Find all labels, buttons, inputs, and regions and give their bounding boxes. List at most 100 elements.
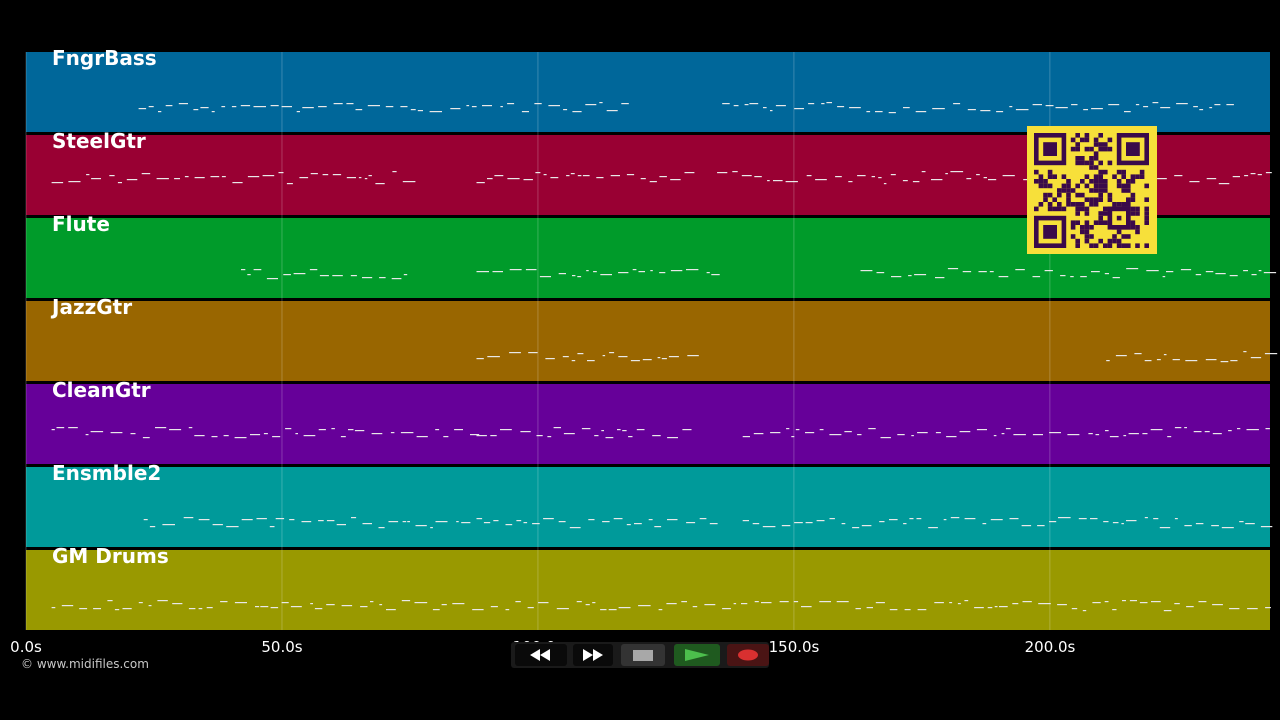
stop-button[interactable]: [621, 644, 665, 666]
midi-note: [950, 517, 960, 519]
midi-note: [686, 522, 696, 524]
midi-note: [532, 523, 540, 525]
midi-note: [593, 271, 597, 273]
midi-note: [742, 436, 750, 438]
midi-note: [1088, 433, 1093, 435]
midi-note: [360, 606, 368, 608]
midi-note: [1229, 608, 1240, 610]
midi-note: [1265, 607, 1271, 609]
midi-note: [1106, 360, 1110, 362]
midi-note: [492, 271, 503, 273]
midi-note: [354, 430, 365, 432]
midi-note: [897, 434, 905, 436]
midi-note: [681, 601, 687, 603]
midi-note: [193, 109, 199, 111]
rewind-button[interactable]: [515, 644, 567, 666]
midi-note: [733, 603, 737, 605]
midi-note: [295, 433, 298, 435]
midi-note: [1115, 355, 1127, 357]
midi-note: [400, 432, 414, 434]
midi-note: [272, 436, 281, 438]
midi-note: [1260, 526, 1273, 528]
midi-note: [247, 176, 260, 178]
midi-note: [1109, 436, 1119, 438]
midi-note: [1163, 354, 1167, 356]
midi-note: [600, 274, 612, 276]
midi-note: [550, 177, 559, 179]
midi-note: [795, 429, 800, 431]
midi-note: [553, 427, 561, 429]
midi-note: [231, 106, 237, 108]
midi-note: [1083, 109, 1088, 111]
midi-note: [1045, 105, 1054, 107]
midi-note: [1230, 360, 1238, 362]
midi-note: [174, 178, 180, 180]
midi-note: [1009, 106, 1013, 108]
midi-note: [566, 175, 570, 177]
midi-note: [659, 272, 666, 274]
midi-note: [79, 608, 88, 610]
midi-note: [301, 521, 312, 523]
midi-note: [247, 274, 251, 276]
midi-note: [763, 107, 767, 109]
midi-note: [51, 182, 64, 184]
midi-note: [808, 103, 815, 105]
midi-note: [211, 436, 218, 438]
midi-note: [934, 602, 944, 604]
midi-note: [618, 607, 631, 609]
midi-note: [588, 519, 595, 521]
midi-note: [861, 525, 872, 527]
midi-note: [829, 434, 842, 436]
midi-note: [476, 435, 487, 437]
midi-note: [1104, 601, 1109, 603]
midi-note: [916, 518, 922, 520]
play-button[interactable]: [674, 644, 720, 666]
midi-note: [903, 523, 907, 525]
midi-note: [1112, 277, 1120, 279]
midi-note: [155, 427, 167, 429]
midi-note: [1212, 433, 1222, 435]
midi-note: [630, 360, 640, 362]
midi-note: [1002, 175, 1015, 177]
midi-note: [649, 181, 657, 183]
tick-label: 50.0s: [261, 638, 303, 656]
midi-note: [1193, 106, 1198, 108]
midi-note: [657, 357, 661, 359]
midi-note: [456, 521, 459, 523]
fast-forward-button[interactable]: [573, 644, 613, 666]
midi-note: [1124, 111, 1131, 113]
midi-note: [577, 353, 584, 355]
midi-note: [241, 269, 246, 271]
record-button[interactable]: [727, 644, 769, 666]
midi-note: [310, 173, 318, 175]
midi-note: [253, 269, 262, 271]
midi-note: [1082, 610, 1087, 612]
midi-note: [860, 270, 873, 272]
midi-note: [744, 104, 749, 106]
midi-note: [1071, 104, 1078, 106]
midi-note: [269, 526, 275, 528]
midi-note: [507, 103, 515, 105]
midi-note: [1032, 434, 1043, 436]
midi-note: [507, 178, 520, 180]
midi-note: [156, 178, 169, 180]
midi-note: [435, 521, 448, 523]
midi-note: [1005, 428, 1011, 430]
midi-note: [883, 183, 887, 185]
midi-note: [232, 182, 243, 184]
midi-note: [911, 435, 914, 437]
midi-note: [585, 604, 590, 606]
midi-note: [773, 180, 783, 182]
midi-note: [1108, 104, 1120, 106]
midi-note: [109, 175, 115, 177]
midi-note: [754, 601, 759, 603]
midi-note: [1205, 271, 1214, 273]
midi-note: [1144, 517, 1148, 519]
midi-note: [364, 178, 368, 180]
midi-note: [263, 433, 268, 435]
midi-note: [733, 105, 739, 107]
midi-note: [888, 112, 896, 114]
midi-note: [608, 609, 617, 611]
midi-note: [487, 178, 493, 180]
midi-note: [917, 609, 927, 611]
